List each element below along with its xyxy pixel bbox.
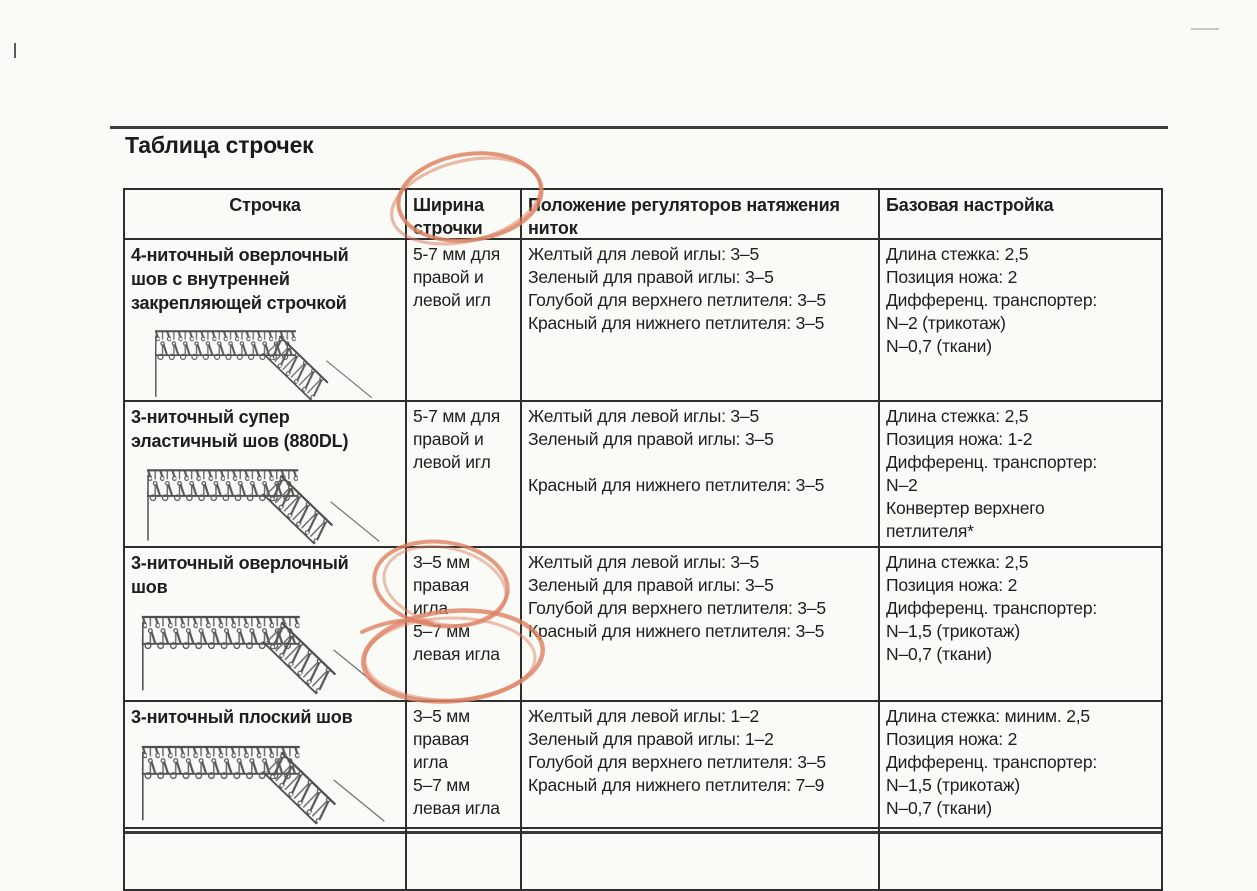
stitch-table: Строчка Ширина строчки Положение регулят… xyxy=(123,188,1163,891)
flatlock-stitch-illustration xyxy=(140,744,386,825)
stitch-name: 3-ниточный супер эластичный шов (880DL) xyxy=(131,407,349,451)
scan-mark-top-right xyxy=(1191,28,1219,30)
table-row-3-stitch-cell: 3-ниточный оверлочный шов xyxy=(125,548,407,702)
overlock-stitch-illustration xyxy=(140,614,386,695)
stitch-name: 3-ниточный плоский шов xyxy=(131,707,353,727)
table-row-4-tension-cell: Желтый для левой иглы: 1–2 Зеленый для пр… xyxy=(522,702,880,829)
scanned-manual-page: { "page": { "title": "Таблица строчек" }… xyxy=(14,28,1219,891)
page-title: Таблица строчек xyxy=(125,132,314,158)
overlock-stitch-illustration xyxy=(153,329,373,400)
table-row-2-stitch-cell: 3-ниточный супер эластичный шов (880DL) xyxy=(125,402,407,548)
cut-off-row-cell xyxy=(522,829,880,889)
overlock-stitch-illustration xyxy=(146,468,381,545)
table-row-2-width-cell: 5-7 мм для правой и левой игл xyxy=(407,402,522,548)
table-row-3-width-cell: 3–5 мм правая игла 5–7 мм левая игла xyxy=(407,548,522,702)
table-row-4-stitch-cell: 3-ниточный плоский шов xyxy=(125,702,407,829)
header-cell-stitch: Строчка xyxy=(125,190,407,240)
page-top-rule xyxy=(110,126,1168,129)
header-cell-settings: Базовая настройка xyxy=(880,190,1161,240)
table-row-1-width-cell: 5-7 мм для правой и левой игл xyxy=(407,240,522,402)
scan-mark-left xyxy=(14,43,16,58)
header-cell-tension: Положение регуляторов натяжения ниток xyxy=(522,190,880,240)
stitch-name: 3-ниточный оверлочный шов xyxy=(131,553,349,597)
table-row-1-stitch-cell: 4-ниточный оверлочный шов с внутренней зак… xyxy=(125,240,407,402)
table-row-3-tension-cell: Желтый для левой иглы: 3–5 Зеленый для пр… xyxy=(522,548,880,702)
table-row-3-settings-cell: Длина стежка: 2,5 Позиция ножа: 2 Дифферен… xyxy=(880,548,1161,702)
cut-off-row-cell xyxy=(880,829,1161,889)
stitch-name: 4-ниточный оверлочный шов с внутренней зак… xyxy=(131,245,349,313)
table-row-4-width-cell: 3–5 мм правая игла 5–7 мм левая игла xyxy=(407,702,522,829)
table-row-2-settings-cell: Длина стежка: 2,5 Позиция ножа: 1-2 Диффер… xyxy=(880,402,1161,548)
cut-off-row-cell xyxy=(407,829,522,889)
table-row-2-tension-cell: Желтый для левой иглы: 3–5 Зеленый для пр… xyxy=(522,402,880,548)
table-row-1-settings-cell: Длина стежка: 2,5 Позиция ножа: 2 Дифферен… xyxy=(880,240,1161,402)
table-row-1-tension-cell: Желтый для левой иглы: 3–5 Зеленый для пр… xyxy=(522,240,880,402)
header-cell-width: Ширина строчки xyxy=(407,190,522,240)
cut-off-row-cell xyxy=(125,829,407,889)
